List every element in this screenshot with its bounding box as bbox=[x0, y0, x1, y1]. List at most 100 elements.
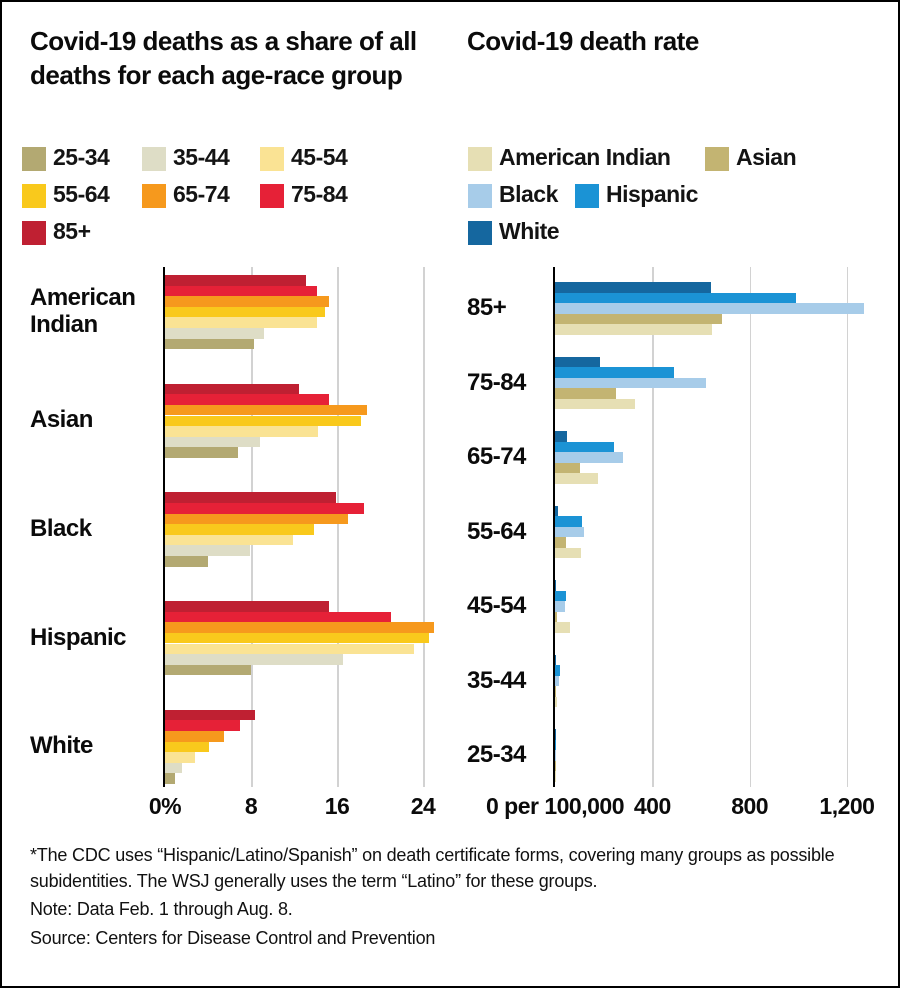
bar bbox=[165, 709, 256, 721]
footnote-date-range: Note: Data Feb. 1 through Aug. 8. bbox=[30, 899, 293, 919]
bar bbox=[555, 441, 614, 453]
tick-label: 400 bbox=[633, 793, 671, 819]
bar bbox=[165, 275, 306, 286]
legend-swatch bbox=[22, 184, 46, 208]
bar bbox=[165, 534, 293, 546]
bar bbox=[555, 356, 600, 368]
bar bbox=[165, 773, 175, 784]
bar bbox=[165, 632, 430, 644]
category-label: 65-74 bbox=[467, 443, 526, 471]
tick-label: 800 bbox=[731, 793, 769, 819]
bar bbox=[555, 398, 636, 410]
bar bbox=[555, 665, 560, 676]
bar bbox=[165, 296, 330, 307]
bar bbox=[165, 720, 241, 731]
bar bbox=[555, 452, 623, 463]
category-label: 45-54 bbox=[467, 592, 526, 620]
bar bbox=[555, 547, 582, 559]
gridline bbox=[423, 267, 425, 787]
bar bbox=[165, 524, 315, 535]
tick-label: 8 bbox=[244, 793, 258, 819]
category-label: 35-44 bbox=[467, 666, 526, 694]
category-label: Asian bbox=[30, 406, 93, 434]
tick-label: 0% bbox=[148, 793, 182, 819]
legend-swatch bbox=[575, 184, 599, 208]
tick-label: 16 bbox=[324, 793, 350, 819]
category-label: 75-84 bbox=[467, 368, 526, 396]
gridline bbox=[337, 267, 339, 787]
bar bbox=[555, 696, 557, 708]
bar bbox=[555, 739, 557, 751]
right-chart-title: Covid-19 death rate bbox=[467, 26, 699, 56]
gridline bbox=[652, 267, 654, 787]
bar bbox=[165, 338, 255, 350]
left-chart-title: Covid-19 deaths as a share of all deaths… bbox=[30, 26, 417, 91]
bar bbox=[165, 545, 250, 556]
bar bbox=[555, 462, 581, 474]
bar bbox=[555, 654, 556, 666]
legend-label: 55-64 bbox=[53, 181, 110, 207]
legend-swatch bbox=[260, 184, 284, 208]
category-label: Hispanic bbox=[30, 623, 127, 651]
legend-swatch bbox=[468, 221, 492, 245]
bar bbox=[555, 537, 566, 548]
bar bbox=[555, 675, 559, 687]
bar bbox=[165, 556, 208, 567]
legend-swatch bbox=[468, 147, 492, 171]
bar bbox=[555, 505, 559, 517]
bar bbox=[555, 367, 675, 378]
legend-label: 85+ bbox=[53, 218, 91, 244]
bar bbox=[555, 760, 556, 772]
bar bbox=[165, 643, 415, 655]
bar bbox=[165, 654, 344, 665]
bar bbox=[165, 752, 196, 763]
bar bbox=[165, 664, 251, 676]
bar bbox=[165, 394, 330, 405]
bar bbox=[165, 317, 317, 328]
bar bbox=[555, 601, 565, 612]
bar bbox=[165, 601, 330, 612]
legend-label: 65-74 bbox=[173, 181, 230, 207]
bar bbox=[165, 503, 364, 514]
bar bbox=[555, 686, 556, 697]
category-label: Black bbox=[30, 515, 92, 543]
bar bbox=[555, 750, 556, 761]
bar bbox=[165, 611, 391, 623]
legend-swatch bbox=[142, 147, 166, 171]
category-label: 55-64 bbox=[467, 517, 526, 545]
bar bbox=[165, 415, 361, 427]
axis-line bbox=[552, 267, 555, 787]
legend-label: Black bbox=[499, 181, 558, 207]
category-label: American Indian bbox=[30, 284, 136, 339]
bar bbox=[165, 622, 434, 633]
bar bbox=[165, 285, 317, 297]
bar bbox=[555, 622, 571, 633]
tick-label: 24 bbox=[410, 793, 436, 819]
legend-swatch bbox=[142, 184, 166, 208]
axis-line bbox=[162, 267, 165, 787]
bar bbox=[555, 526, 585, 538]
bar bbox=[555, 292, 796, 304]
bar bbox=[165, 731, 225, 742]
bar bbox=[555, 431, 568, 442]
legend-swatch bbox=[22, 221, 46, 245]
legend-label: 45-54 bbox=[291, 144, 348, 170]
bar bbox=[555, 580, 557, 591]
bar bbox=[165, 306, 326, 318]
bar bbox=[555, 729, 556, 740]
legend-label: 35-44 bbox=[173, 144, 230, 170]
bar bbox=[165, 513, 348, 525]
bar bbox=[165, 383, 300, 395]
legend-swatch bbox=[468, 184, 492, 208]
bar bbox=[165, 426, 318, 437]
bar bbox=[555, 377, 706, 389]
bar bbox=[555, 590, 566, 602]
gridline bbox=[846, 267, 849, 787]
bar bbox=[555, 313, 723, 325]
legend-label: American Indian bbox=[499, 144, 671, 170]
legend-swatch bbox=[260, 147, 284, 171]
bar bbox=[555, 303, 864, 314]
legend-label: 75-84 bbox=[291, 181, 348, 207]
bar bbox=[555, 611, 557, 623]
